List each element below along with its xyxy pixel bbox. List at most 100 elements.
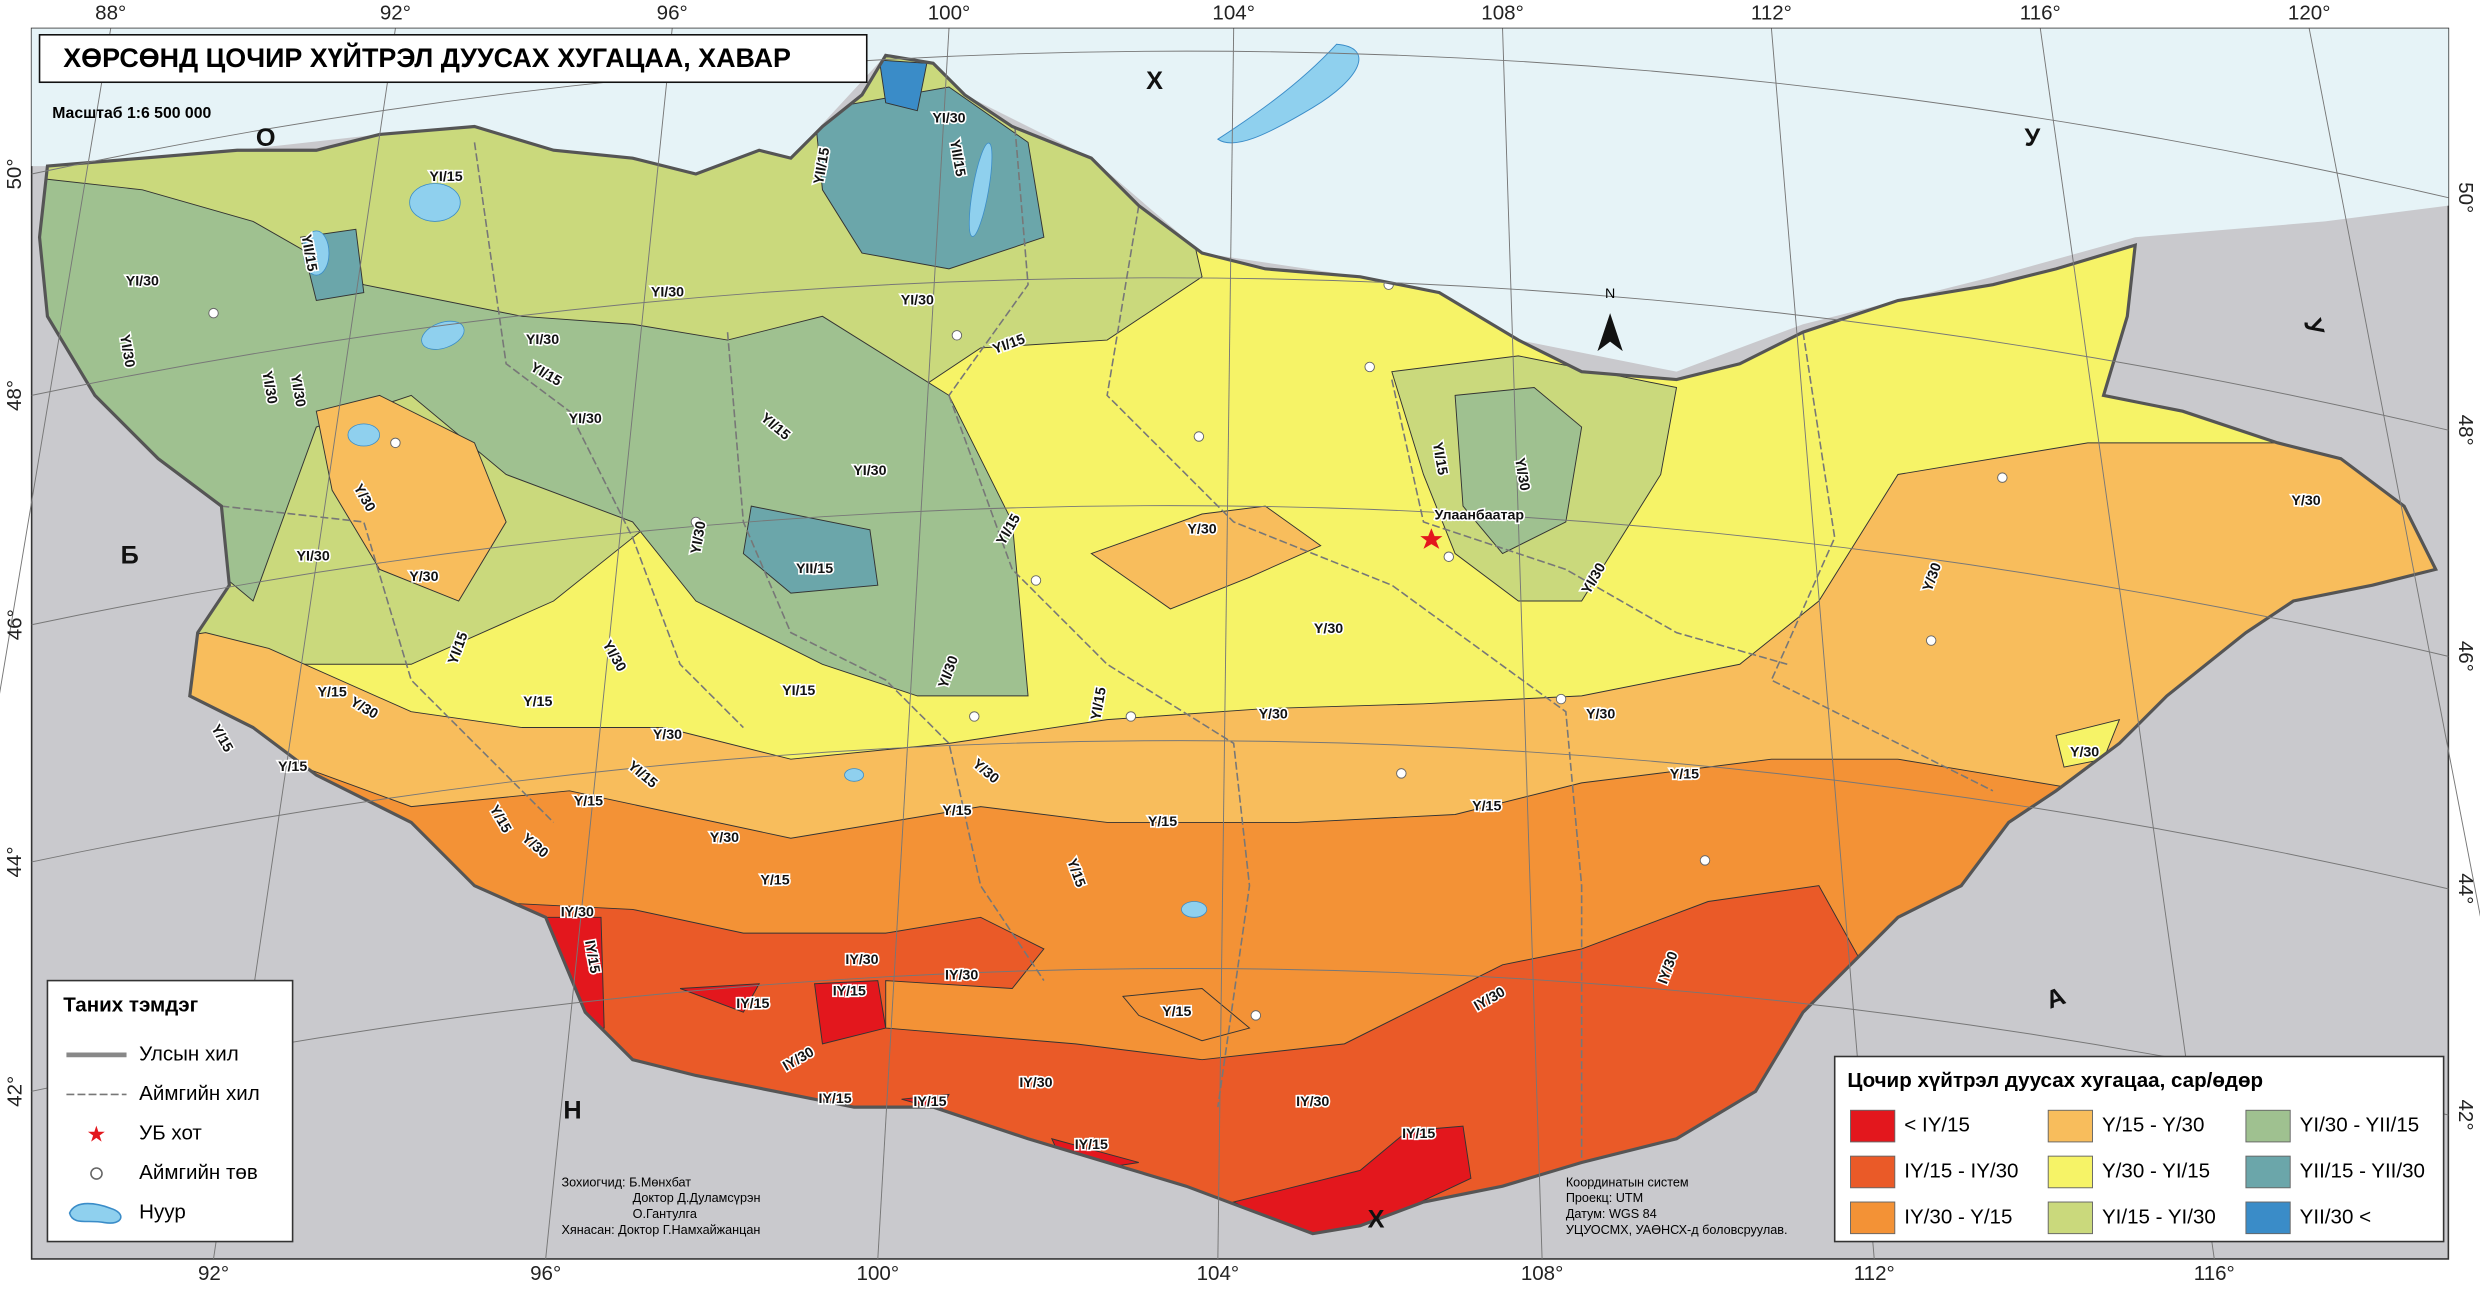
zone-label: IY/15 <box>736 996 769 1012</box>
zone-label: YII/15 <box>796 561 833 577</box>
lat-label-left: 42° <box>3 1076 26 1107</box>
lat-label-right: 44° <box>2454 873 2477 904</box>
zone-label: YI/30 <box>932 110 965 126</box>
lat-label-left: 48° <box>3 380 26 411</box>
lake <box>409 183 461 222</box>
zone-label: YI/30 <box>526 332 559 348</box>
zone-label: IY/30 <box>561 904 594 920</box>
lon-label-top: 116° <box>2020 2 2061 25</box>
country-label: У <box>2298 316 2329 339</box>
lon-label-bottom: 96° <box>530 1262 561 1285</box>
legend-swatch <box>2245 1201 2291 1235</box>
legend-label: Аймгийн хил <box>139 1082 260 1105</box>
aimag-border <box>1391 379 1788 666</box>
legend-swatch <box>2047 1155 2093 1189</box>
zone <box>1090 505 1322 610</box>
aimag-centre <box>1699 855 1711 866</box>
country-label: Б <box>121 541 139 569</box>
lon-label-top: 112° <box>1751 2 1792 25</box>
zone-label: YI/15 <box>782 683 815 699</box>
zone <box>315 394 507 602</box>
aimag-centre <box>208 307 219 319</box>
lat-label-right: 48° <box>2454 415 2477 446</box>
credit: УЦУОСМХ, УАӨНСХ-д боловсруулав. <box>1566 1223 1788 1237</box>
zone <box>1454 386 1583 555</box>
zone-label: Y/30 <box>653 727 682 743</box>
capital-star <box>1420 528 1443 549</box>
aimag-centre <box>1125 711 1137 722</box>
zone-label: YI/30 <box>901 292 934 308</box>
legend-label: УБ хот <box>139 1121 202 1144</box>
lat-label-right: 42° <box>2454 1099 2477 1130</box>
zone-label: Y/15 <box>1162 1004 1191 1020</box>
lake <box>347 423 380 447</box>
credit: Зохиогчид: Б.Мөнхбат <box>561 1175 691 1189</box>
legend-label: IY/30 - Y/15 <box>1904 1205 2012 1228</box>
credit: Проекц: UTM <box>1566 1191 1643 1205</box>
credit: Датум: WGS 84 <box>1566 1207 1657 1221</box>
aimag-centre <box>951 330 963 341</box>
aimag-centre <box>1997 472 2008 483</box>
aimag-centre <box>1030 575 1042 586</box>
zone-label: IY/15 <box>819 1091 852 1107</box>
zone-label: YI/30 <box>569 411 602 427</box>
country-label: У <box>2025 124 2041 152</box>
credit: Хянасан: Доктор Г.Намхайжанцан <box>561 1223 760 1237</box>
zone-label: Y/30 <box>2070 745 2099 761</box>
legend-icon <box>90 1167 103 1180</box>
zone-label: Y/15 <box>574 794 603 810</box>
legend-label: Аймгийн төв <box>139 1161 258 1184</box>
zone-label: IY/15 <box>833 983 866 999</box>
zone-label: Y/30 <box>1314 621 1343 637</box>
meridian <box>2039 28 2215 1260</box>
zone-label: Y/30 <box>409 569 438 585</box>
parallel <box>31 505 2449 657</box>
credit: Координатын систем <box>1566 1175 1689 1189</box>
north-arrow <box>1597 313 1623 352</box>
zone-label: YI/30 <box>651 284 684 300</box>
credit: Доктор Д.Дуламсүрэн <box>633 1191 761 1205</box>
zone-label: IY/30 <box>945 968 978 984</box>
zone-label: IY/15 <box>913 1094 946 1110</box>
zone <box>901 1093 950 1111</box>
lon-label-top: 104° <box>1212 2 1255 25</box>
legend-swatch <box>2047 1201 2093 1235</box>
aimag-centre <box>390 437 401 449</box>
lat-label-right: 46° <box>2454 641 2477 672</box>
legend-swatch <box>2245 1109 2291 1143</box>
lon-label-top: 92° <box>380 2 411 25</box>
zone-label: YI/15 <box>429 169 462 185</box>
legend-label: Улсын хил <box>139 1042 239 1065</box>
lake <box>421 320 465 350</box>
russia <box>31 28 2449 372</box>
zone-label: IY/30 <box>1019 1075 1052 1091</box>
lat-label-left: 46° <box>3 609 26 640</box>
zone-legend-title: Цочир хүйтрэл дуусах хугацаа, сар/өдөр <box>1847 1069 2263 1092</box>
country-label: Н <box>563 1097 581 1125</box>
lon-label-top: 120° <box>2288 2 2331 25</box>
zone-label: Y/15 <box>278 759 307 775</box>
zone-label: Y/30 <box>710 830 739 846</box>
zone <box>679 983 761 1013</box>
aimag-centre <box>1396 768 1407 779</box>
zone-label: IY/30 <box>1296 1094 1329 1110</box>
aimag-centre <box>1193 431 1205 442</box>
meridian <box>545 28 673 1259</box>
meridian <box>877 28 950 1259</box>
zone <box>1122 988 1251 1042</box>
scale: Масштаб 1:6 500 000 <box>52 105 211 122</box>
zone-label: Y/15 <box>760 873 789 889</box>
aimag-centre <box>969 711 980 722</box>
legend-label: IY/15 - IY/30 <box>1904 1159 2018 1182</box>
legend-label: Нуур <box>139 1201 186 1224</box>
legend-label: Y/30 - YI/15 <box>2102 1159 2210 1182</box>
parallel <box>31 967 2449 1116</box>
legend-label: Y/15 - Y/30 <box>2102 1114 2204 1137</box>
lon-label-top: 96° <box>657 2 688 25</box>
zone-legend <box>1833 1055 2445 1243</box>
country-label: Х <box>1368 1206 1385 1234</box>
zone-label: YI/30 <box>297 548 330 564</box>
